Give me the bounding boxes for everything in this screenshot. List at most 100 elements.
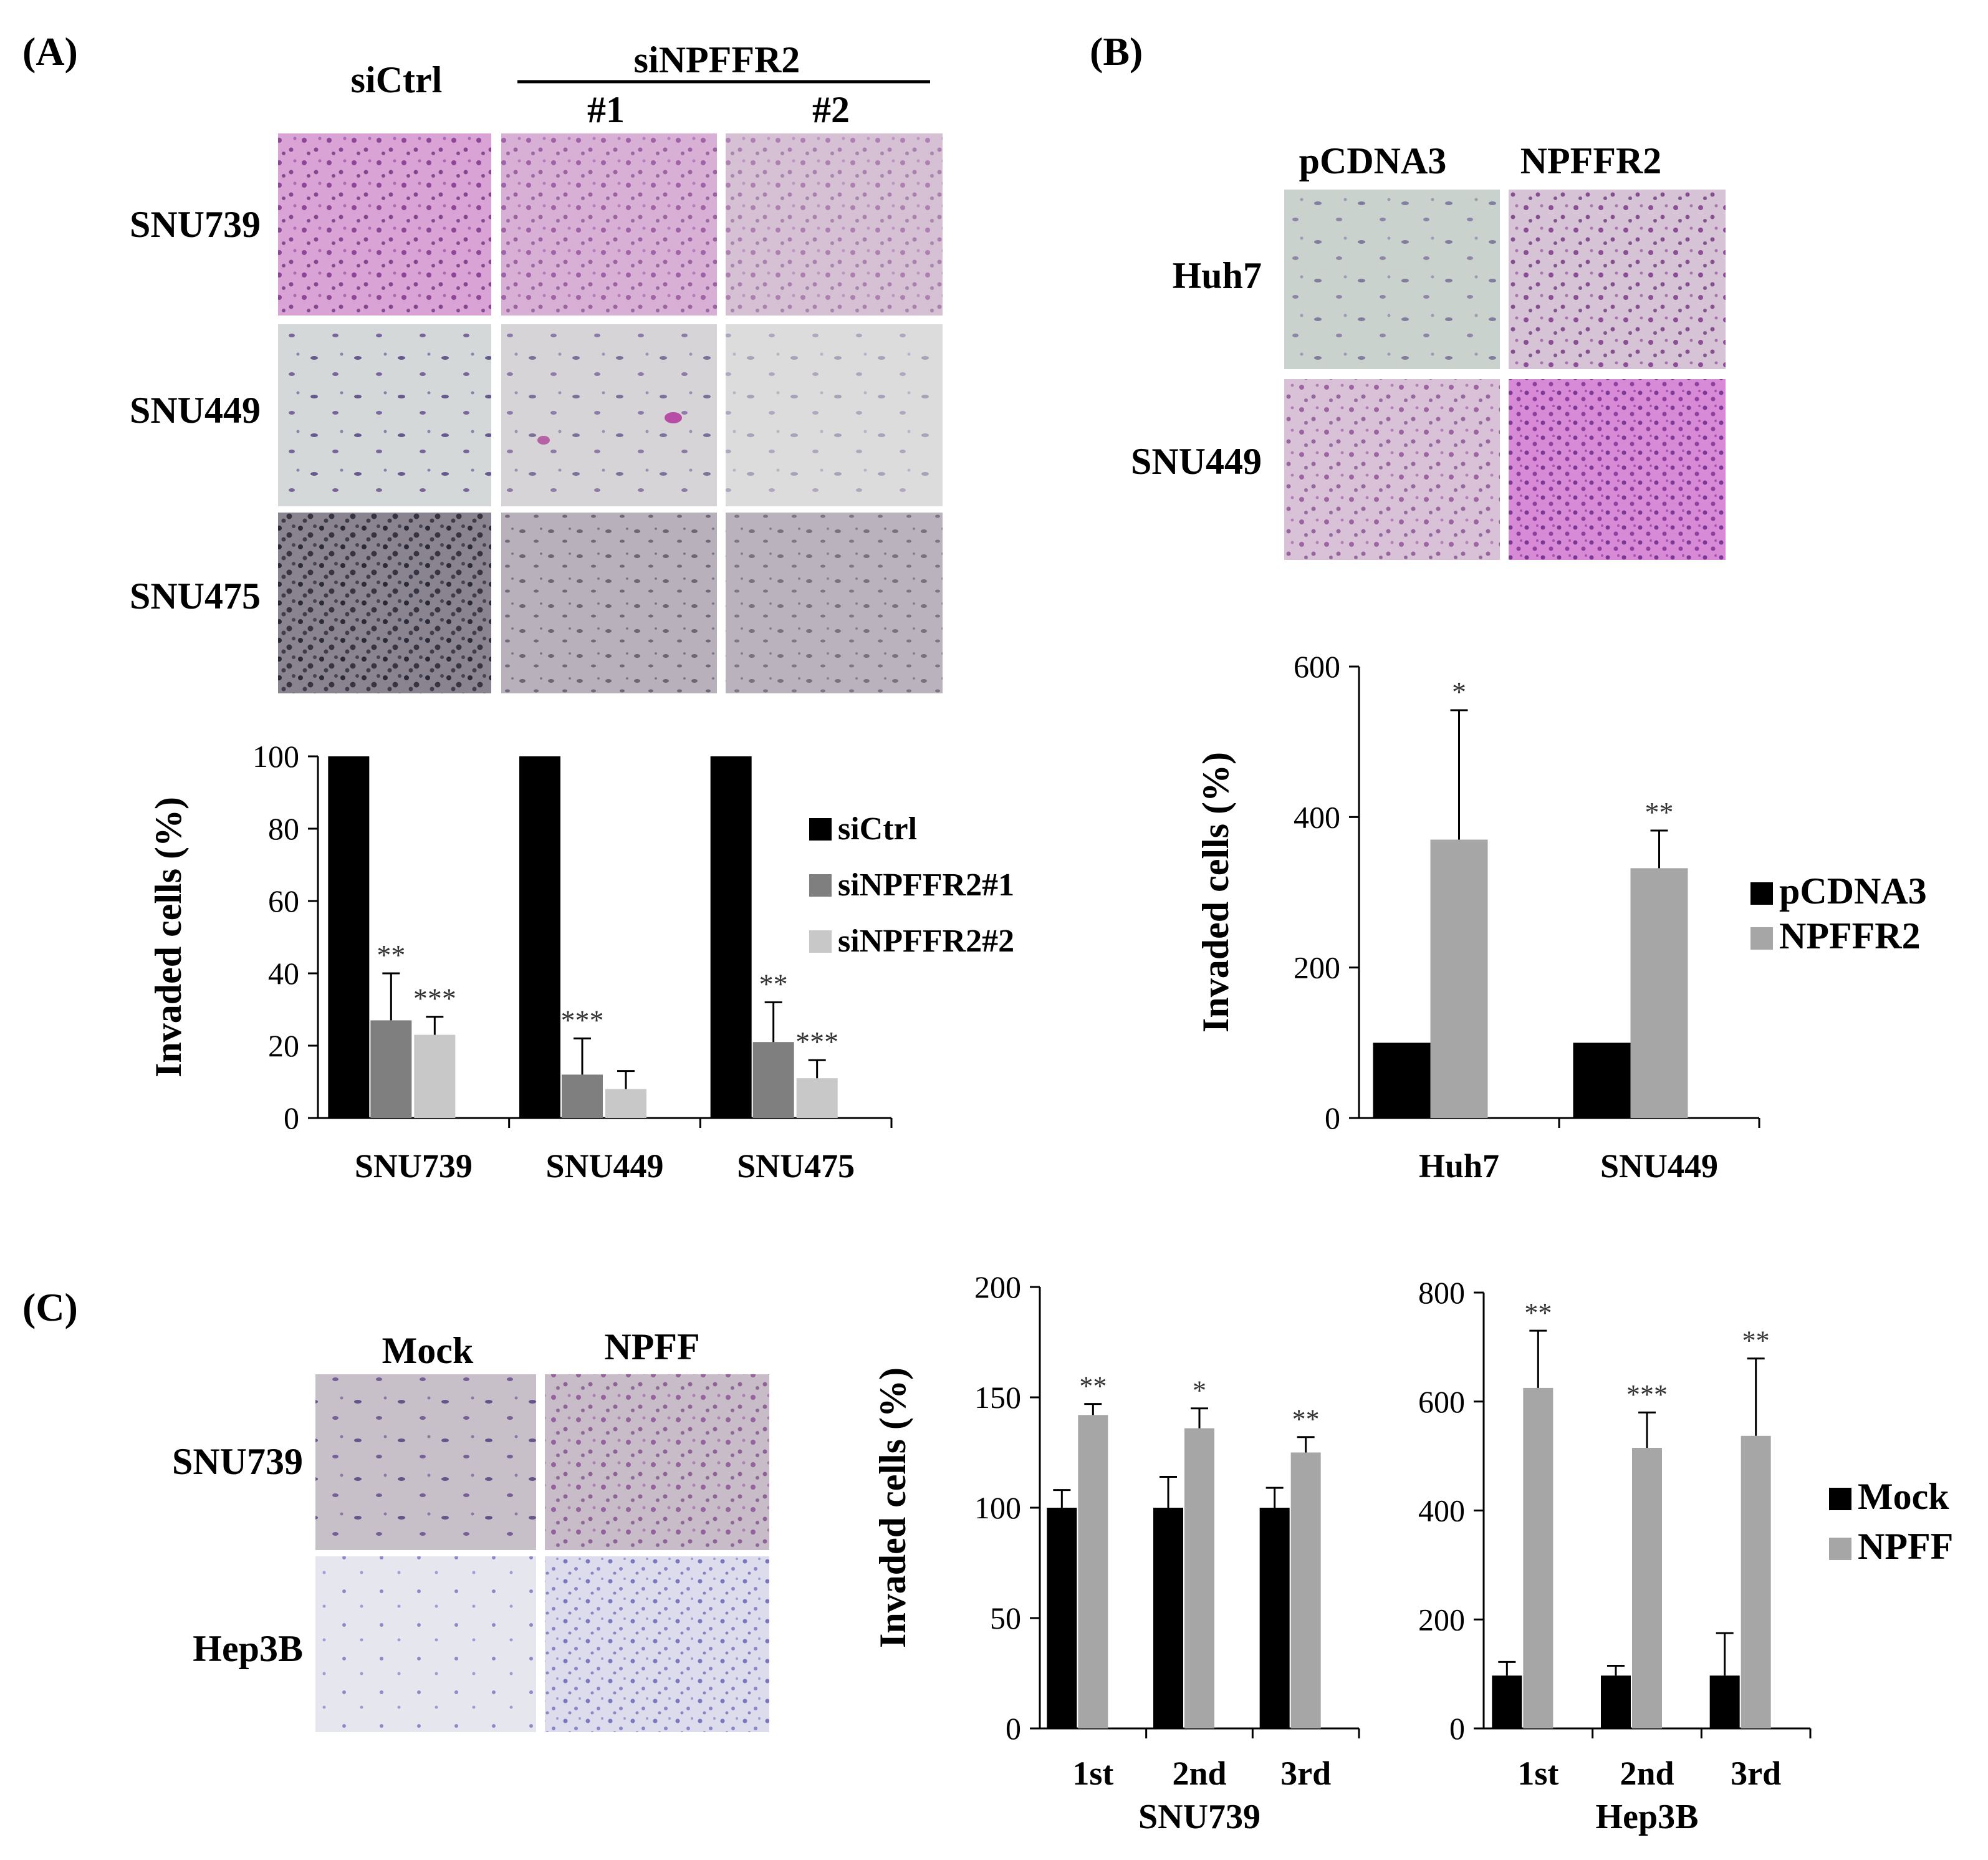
significance-marker: ** (759, 968, 788, 1000)
legend-label: siNPFFR2#1 (838, 867, 1014, 903)
significance-marker: ** (1742, 1326, 1770, 1356)
bar (519, 756, 560, 1118)
bar (1430, 839, 1488, 1118)
micrograph-a-snu475-sinpffr2-2 (726, 513, 943, 693)
col-header-pcdna3: pCDNA3 (1299, 140, 1447, 181)
bar (370, 1020, 412, 1118)
row-label-huh7: Huh7 (1173, 255, 1262, 296)
significance-marker: *** (561, 1004, 604, 1036)
legend-swatch (809, 930, 832, 953)
y-tick-label: 200 (974, 1270, 1021, 1304)
bar (1373, 1043, 1431, 1118)
significance-marker: ** (1645, 796, 1674, 828)
micrograph-a-snu449-sictrl (278, 324, 491, 506)
significance-marker: *** (413, 983, 456, 1014)
legend-label: NPFF (1858, 1526, 1953, 1567)
x-category-label: 3rd (1731, 1755, 1781, 1792)
panel-a-micrograph-grid: siCtrl siNPFFR2 #1 #2 SNU739 SNU449 SNU4… (130, 39, 943, 693)
legend-swatch (809, 818, 832, 841)
y-tick-label: 0 (1006, 1711, 1021, 1746)
micrograph-c-snu739-npff (545, 1374, 769, 1550)
legend-swatch (809, 874, 832, 897)
chart-b-invasion-overexpression: 0 200 400 600 Invaded cells (%) Huh7 * SNU449 **… (1195, 649, 1927, 1185)
y-tick-label: 0 (1325, 1101, 1340, 1135)
row-label-snu449: SNU449 (130, 390, 261, 431)
bar (796, 1078, 838, 1118)
significance-marker: * (1193, 1376, 1206, 1406)
micrograph-c-hep3b-mock (315, 1556, 536, 1732)
panel-letter-c: (C) (22, 1285, 78, 1329)
bar (605, 1089, 646, 1118)
y-axis-label: Invaded cells (%) (872, 1367, 913, 1648)
legend-swatch (1750, 882, 1773, 905)
y-tick-label: 600 (1294, 649, 1340, 684)
significance-marker: *** (795, 1026, 838, 1058)
bar (1047, 1508, 1077, 1728)
y-tick-label: 200 (1294, 950, 1340, 985)
chart-c-invasion-snu739: 0 50 100 150 200 Invaded cells (%) 1st ** 2nd * 3r… (872, 1270, 1360, 1836)
micrograph-b-huh7-pcdna3 (1284, 190, 1500, 369)
micrograph-a-snu449-sinpffr2-1 (501, 324, 717, 506)
y-tick-label: 100 (252, 739, 299, 774)
micrograph-c-hep3b-npff (545, 1556, 769, 1732)
legend-swatch (1829, 1538, 1851, 1560)
micrograph-a-snu739-sictrl (278, 133, 491, 316)
x-category-label: SNU449 (1600, 1147, 1718, 1185)
bar (1630, 868, 1688, 1118)
col-header-2: #2 (812, 89, 850, 130)
y-tick-label: 200 (1418, 1602, 1465, 1637)
x-category-label: SNU739 (355, 1147, 473, 1185)
x-category-label: SNU475 (737, 1147, 855, 1185)
x-category-label: SNU449 (545, 1147, 663, 1185)
micrograph-c-snu739-mock (315, 1374, 536, 1550)
legend-label: NPFFR2 (1779, 915, 1921, 957)
legend-label: Mock (1858, 1476, 1949, 1517)
x-category-label: 1st (1072, 1755, 1113, 1792)
legend-swatch (1829, 1488, 1851, 1510)
bar (752, 1042, 794, 1118)
chart-c-invasion-hep3b: 0 200 400 600 800 1st ** 2nd *** 3rd ** Hep3B Mock NP… (1418, 1275, 1953, 1836)
row-label-snu739-c: SNU739 (172, 1441, 303, 1482)
x-category-label: 2nd (1620, 1755, 1674, 1792)
y-tick-label: 20 (268, 1028, 299, 1063)
y-tick-label: 80 (268, 811, 299, 846)
significance-marker: ** (1524, 1298, 1552, 1328)
panel-letter-a: (A) (22, 29, 78, 74)
col-header-npffr2: NPFFR2 (1520, 140, 1662, 181)
micrograph-a-snu475-sictrl (278, 513, 491, 693)
bar (1741, 1435, 1771, 1728)
row-label-snu475: SNU475 (130, 576, 261, 617)
y-tick-label: 400 (1294, 799, 1340, 834)
bar (1632, 1448, 1662, 1728)
bar (1259, 1508, 1290, 1728)
bar (1709, 1675, 1740, 1728)
x-axis-label: SNU739 (1138, 1798, 1261, 1836)
row-label-snu739: SNU739 (130, 204, 261, 245)
col-header-sictrl: siCtrl (351, 59, 443, 100)
y-axis-label: Invaded cells (%) (1195, 752, 1236, 1033)
y-tick-label: 60 (268, 884, 299, 918)
bar (562, 1074, 603, 1118)
micrograph-b-snu449-npffr2 (1509, 379, 1726, 560)
y-axis-label: Invaded cells (%) (148, 797, 189, 1077)
panel-c-micrograph-grid: Mock NPFF SNU739 Hep3B (172, 1326, 769, 1732)
micrograph-a-snu739-sinpffr2-1 (501, 133, 717, 316)
x-category-label: 1st (1517, 1755, 1558, 1792)
bar (710, 756, 752, 1118)
micrograph-b-snu449-pcdna3 (1284, 379, 1500, 560)
bar (1290, 1452, 1321, 1728)
significance-marker: ** (377, 939, 405, 971)
significance-marker: *** (1626, 1379, 1668, 1410)
bar (1078, 1415, 1108, 1728)
micrograph-a-snu739-sinpffr2-2 (726, 133, 943, 316)
group-header-sinpffr2: siNPFFR2 (634, 39, 800, 80)
y-tick-label: 50 (990, 1601, 1021, 1636)
significance-marker: ** (1079, 1371, 1107, 1402)
col-header-mock: Mock (382, 1330, 474, 1371)
y-tick-label: 40 (268, 956, 299, 991)
bar (414, 1034, 456, 1118)
bar (1601, 1675, 1631, 1728)
x-axis-label: Hep3B (1596, 1798, 1699, 1836)
col-header-1: #1 (587, 89, 625, 130)
